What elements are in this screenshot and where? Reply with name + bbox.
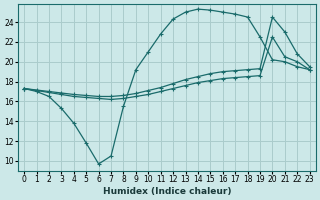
- X-axis label: Humidex (Indice chaleur): Humidex (Indice chaleur): [103, 187, 231, 196]
